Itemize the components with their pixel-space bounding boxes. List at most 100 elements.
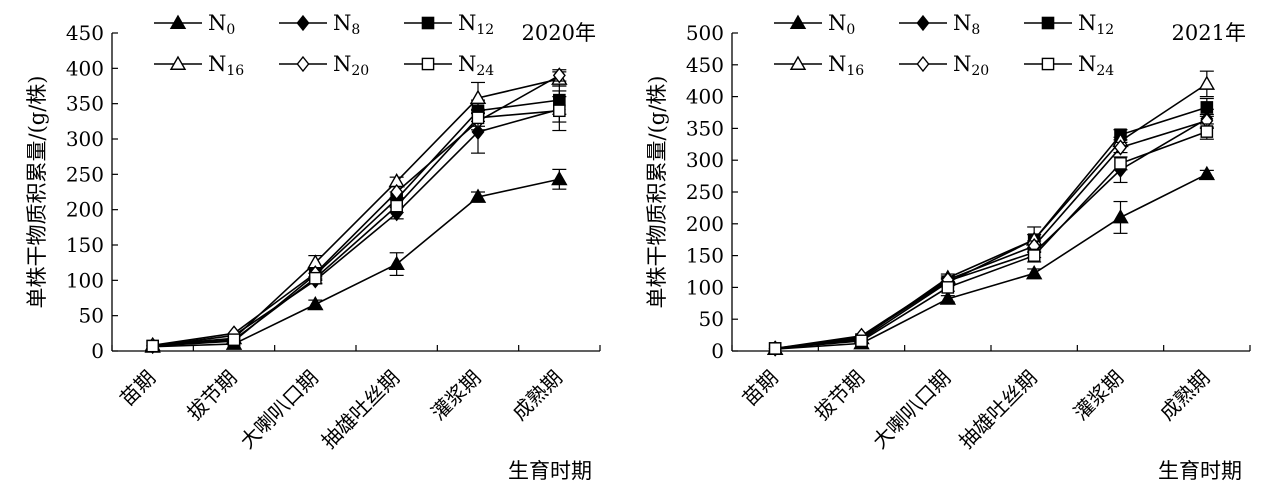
legend-label: N8 (333, 11, 360, 38)
y-axis-title: 单株干物质积累量/(g/株) (645, 76, 669, 309)
y-tick-label: 400 (686, 85, 724, 109)
y-tick-label: 50 (699, 307, 724, 331)
data-point (469, 89, 487, 104)
data-point (553, 104, 566, 118)
data-point (469, 188, 487, 203)
y-tick-label: 200 (66, 198, 104, 222)
series-line-n0 (152, 178, 560, 348)
series-n24 (768, 123, 1214, 355)
chart-title: 2020年 (522, 21, 596, 45)
legend-marker (296, 55, 310, 73)
y-tick-label: 250 (66, 162, 104, 186)
data-point (1112, 209, 1129, 224)
legend-label: N16 (208, 52, 244, 79)
data-point (388, 255, 405, 271)
legend-label: N24 (1078, 52, 1114, 79)
x-tick-label: 抽雄吐丝期 (317, 366, 405, 454)
x-tick-label: 大喇叭口期 (235, 366, 323, 454)
x-axis-title: 生育时期 (1158, 459, 1242, 483)
series-line-n0 (775, 173, 1208, 350)
data-point (941, 281, 955, 294)
y-tick-label: 0 (91, 339, 104, 363)
legend-item-n16: N16 (774, 52, 864, 79)
y-tick-label: 150 (686, 244, 724, 268)
data-point (551, 170, 568, 186)
data-point (309, 271, 322, 285)
legend-marker (421, 57, 435, 71)
data-point (307, 295, 324, 311)
legend-label: N16 (828, 52, 864, 79)
y-tick-label: 200 (686, 212, 724, 236)
legend-item-n24: N24 (404, 52, 494, 79)
legend-item-n0: N0 (774, 11, 855, 38)
data-point (768, 342, 782, 355)
series-n16 (144, 70, 568, 352)
series-n12 (146, 85, 567, 353)
legend-label: N20 (953, 52, 989, 79)
series-line-n24 (775, 130, 1208, 350)
y-tick-label: 150 (66, 233, 104, 257)
y-tick-label: 350 (686, 116, 724, 140)
series-line-n8 (775, 118, 1208, 350)
data-point (1200, 125, 1214, 138)
legend-item-n0: N0 (154, 11, 235, 38)
series-n20 (768, 112, 1214, 357)
y-tick-label: 250 (686, 180, 724, 204)
legend-label: N12 (458, 11, 494, 38)
x-axis-title: 生育时期 (508, 459, 592, 483)
y-tick-label: 350 (66, 92, 104, 116)
y-tick-label: 300 (686, 148, 724, 172)
data-point (390, 199, 403, 213)
data-point (855, 334, 868, 348)
data-point (1114, 139, 1127, 156)
data-point (1198, 75, 1216, 90)
data-point (1027, 249, 1041, 262)
data-point (227, 333, 241, 346)
chart-svg: 0 50 100 150 200 250 300 350 400 450 苗期 拔节期大喇叭口期抽雄吐… (25, 11, 601, 483)
data-point (552, 67, 566, 84)
legend-marker (421, 16, 435, 30)
legend-label: N8 (953, 11, 980, 38)
x-tick-label: 灌浆期 (426, 366, 485, 425)
series-n24 (146, 90, 567, 353)
data-point (1025, 264, 1043, 280)
data-point (146, 339, 159, 353)
legend-label: N0 (828, 11, 855, 38)
y-axis-title: 单株干物质积累量/(g/株) (25, 76, 49, 309)
x-tick-label: 抽雄吐丝期 (954, 366, 1042, 454)
legend-label: N0 (208, 11, 235, 38)
chart-2020: 0 50 100 150 200 250 300 350 400 450 苗期 拔节期 大喇叭口期 抽雄吐… (0, 0, 620, 502)
legend-marker (916, 14, 930, 32)
legend-label: N24 (458, 52, 494, 79)
series-n12 (768, 97, 1214, 355)
chart-title: 2021年 (1172, 21, 1246, 45)
series-line-n8 (152, 108, 560, 347)
legend-item-n8: N8 (899, 11, 980, 38)
series-line-n16 (775, 83, 1208, 350)
series-n20 (146, 67, 567, 354)
y-tick-label: 0 (711, 339, 724, 363)
data-point (1200, 101, 1214, 114)
series-n16 (766, 70, 1216, 356)
legend-marker (916, 55, 930, 73)
x-tick-label: 苗期 (115, 366, 160, 411)
x-tick-label: 拔节期 (810, 366, 869, 425)
x-tick-label: 拔节期 (182, 366, 241, 425)
series-line-n20 (152, 74, 560, 347)
legend-marker (1041, 16, 1055, 30)
series-n8 (768, 108, 1214, 357)
data-point (1114, 157, 1127, 170)
y-tick-label: 450 (686, 53, 724, 77)
series-line-n20 (775, 120, 1208, 350)
y-tick-label: 100 (66, 268, 104, 292)
series-line-n12 (152, 99, 560, 347)
data-point (939, 290, 957, 305)
series-n0 (144, 168, 568, 353)
legend-marker (169, 55, 187, 70)
y-tick-label: 100 (686, 275, 724, 299)
legend-item-n12: N12 (1024, 11, 1114, 38)
data-point (390, 183, 404, 201)
data-point (1198, 165, 1216, 181)
data-point (471, 111, 485, 125)
series-n8 (146, 95, 567, 355)
